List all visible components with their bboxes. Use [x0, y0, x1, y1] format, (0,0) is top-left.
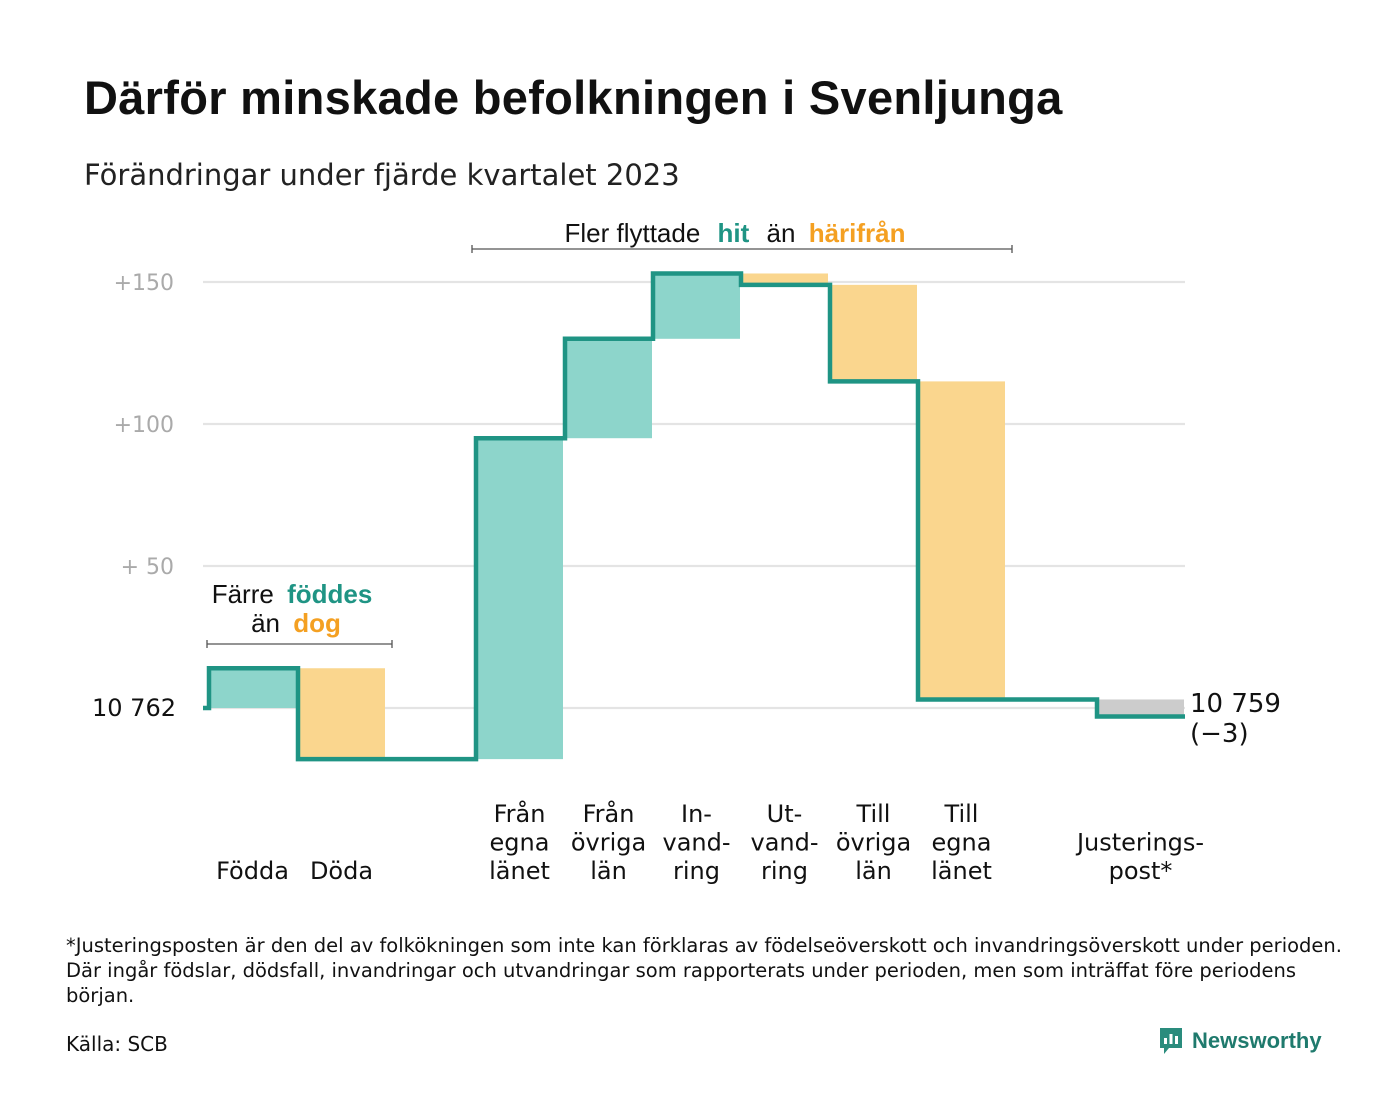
svg-text:Färre föddes: Färre föddes: [212, 579, 373, 609]
svg-text:Fler flyttade hit: Fler flyttade hit än härifrån: [564, 218, 905, 248]
waterfall-bar: [741, 273, 828, 285]
category-label: Från övriga län: [571, 799, 646, 885]
chart-title: Därför minskade befolkningen i Svenljung…: [84, 71, 1063, 124]
category-label: Från egna länet: [489, 799, 550, 885]
category-labels: Födda Döda Från egna länet Från övriga länIn-va…: [216, 799, 1204, 885]
category-label: In-vand-ring: [662, 800, 730, 885]
category-label: Till egna länet: [931, 800, 992, 885]
y-tick-label: + 50: [121, 555, 174, 580]
migration-hit: hit: [718, 218, 750, 248]
category-label: Döda: [310, 857, 373, 885]
cumulative-step-line: [203, 271, 1185, 762]
step-line: [203, 271, 1185, 762]
footnote: *Justeringsposten är den del av folkökni…: [66, 934, 1342, 1007]
migration-annotation: Fler flyttade hit än härifrån: [471, 218, 1013, 253]
migration-prefix: Fler flyttade: [564, 218, 700, 248]
end-label: 10 759 (−3): [1190, 689, 1281, 749]
waterfall-bar: [653, 273, 740, 339]
end-value: 10 759: [1190, 689, 1281, 719]
waterfall-bar: [918, 381, 1005, 700]
waterfall-bar: [830, 284, 917, 382]
migration-out: härifrån: [809, 218, 906, 248]
waterfall-bar: [209, 668, 296, 708]
waterfall-bar: [476, 438, 563, 760]
waterfall-bar: [1097, 699, 1184, 717]
category-label: Till övriga län: [836, 800, 911, 885]
category-label: Justerings-post*: [1075, 829, 1204, 886]
births-annotation: Färre föddes än dog: [206, 579, 393, 648]
waterfall-bar: [565, 338, 652, 439]
migration-middle: än: [767, 218, 796, 248]
y-tick-label: +100: [114, 413, 174, 438]
births-out: dog: [293, 608, 341, 638]
births-hit: föddes: [287, 579, 372, 609]
end-change: (−3): [1190, 719, 1249, 749]
migration-bracket: [471, 245, 1013, 253]
y-tick-base-label: 10 762: [92, 694, 176, 722]
waterfall-chart: +150 +100 + 50 10 762 Födda Döda Från egna läne…: [92, 218, 1281, 885]
brand-name: Newsworthy: [1192, 1028, 1322, 1053]
bars: [209, 273, 1184, 760]
births-bracket: [206, 640, 393, 648]
births-prefix: Färre: [212, 579, 274, 609]
category-label: Födda: [216, 857, 289, 885]
y-tick-label: +150: [114, 271, 174, 296]
brand-logo[interactable]: Newsworthy: [1158, 1026, 1322, 1056]
chart-subtitle: Förändringar under fjärde kvartalet 2023: [84, 158, 680, 192]
births-middle: än: [251, 608, 280, 638]
category-label: Ut-vand-ring: [750, 800, 818, 885]
svg-text:än dog: än dog: [251, 608, 341, 638]
newsworthy-logo-icon: [1160, 1028, 1182, 1054]
source-note: Källa: SCB: [66, 1032, 168, 1056]
waterfall-bar: [298, 668, 385, 760]
